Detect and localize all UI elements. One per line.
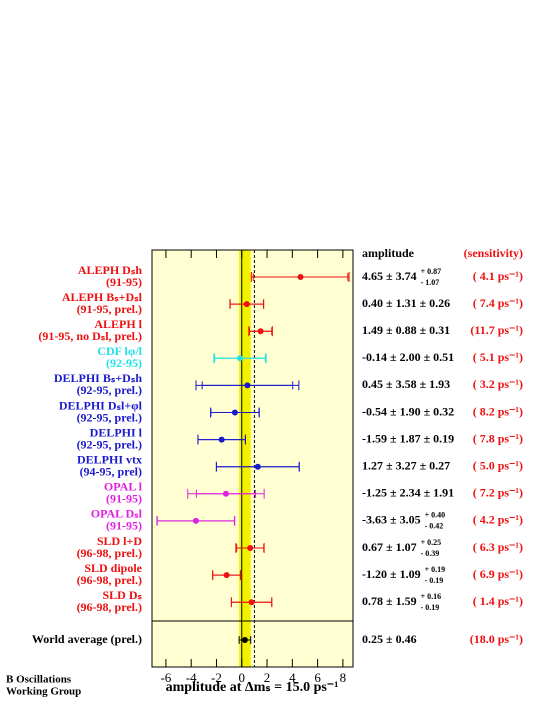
row-period: (91-95, prel.): [77, 302, 142, 316]
point: [192, 517, 199, 524]
point: [257, 328, 264, 335]
point: [231, 409, 238, 416]
row-period: (94-95, prel): [80, 464, 142, 478]
x-axis-label: amplitude at Δmₛ = 15.0 ps⁻¹: [166, 680, 339, 695]
row-name: DELPHI Dₛl+φl: [59, 398, 143, 412]
amplitude-value: 0.45 ± 3.58 ± 1.93: [362, 377, 450, 391]
row-period: (96-98, prel.): [77, 573, 142, 587]
amplitude-value: -0.14 ± 2.00 ± 0.51: [362, 350, 454, 364]
amplitude-value: 1.27 ± 3.27 ± 0.27: [362, 458, 450, 472]
world-average-band: [239, 250, 251, 667]
row-period: (92-95): [106, 356, 142, 370]
amplitude-value: -1.20 ± 1.09: [362, 567, 421, 581]
sensitivity-header: (sensitivity): [464, 246, 523, 260]
point: [218, 436, 225, 443]
row-period: (96-98, prel.): [77, 600, 142, 614]
row-name: ALEPH l: [94, 317, 142, 331]
syst-up: + 0.25: [421, 538, 442, 547]
amplitude-value: -3.63 ± 3.05: [362, 513, 421, 527]
row-name: OPAL l: [104, 480, 143, 494]
x-tick-label: 8: [340, 670, 347, 685]
row-name: World average (prel.): [32, 632, 142, 646]
footnote: B Oscillations: [6, 674, 72, 686]
sensitivity: ( 5.1 ps⁻¹): [473, 350, 523, 364]
point: [248, 599, 255, 606]
x-tick-label: 0: [239, 670, 246, 685]
amplitude-value: -1.59 ± 1.87 ± 0.19: [362, 431, 454, 445]
row-name: CDF lφ/l: [97, 344, 142, 358]
sensitivity: ( 4.1 ps⁻¹): [473, 269, 523, 283]
row-period: (92-95, prel.): [77, 410, 142, 424]
x-tick-label: 6: [314, 670, 321, 685]
sensitivity: ( 6.3 ps⁻¹): [473, 540, 523, 554]
syst-up: + 0.19: [425, 565, 446, 574]
point: [244, 382, 251, 389]
row-period: (91-95): [106, 519, 142, 533]
row-name: SLD Dₛ: [103, 588, 143, 602]
row-name: DELPHI l: [90, 425, 143, 439]
row-name: SLD l+D: [97, 534, 143, 548]
sensitivity: ( 5.0 ps⁻¹): [473, 458, 523, 472]
sensitivity: ( 7.8 ps⁻¹): [473, 431, 523, 445]
row-period: (96-98, prel.): [77, 546, 142, 560]
sensitivity: ( 6.9 ps⁻¹): [473, 567, 523, 581]
syst-down: - 0.19: [425, 576, 444, 585]
syst-down: - 0.39: [421, 549, 440, 558]
point: [254, 463, 261, 470]
syst-up: + 0.40: [425, 511, 446, 520]
amplitude-value: 0.78 ± 1.59: [362, 594, 417, 608]
point: [236, 355, 243, 362]
x-tick-label: -4: [186, 670, 197, 685]
syst-down: - 0.42: [425, 522, 444, 531]
row-name: SLD dipole: [84, 561, 142, 575]
amplitude-value: -0.54 ± 1.90 ± 0.32: [362, 404, 454, 418]
x-tick-label: -2: [211, 670, 222, 685]
sensitivity: ( 8.2 ps⁻¹): [473, 404, 523, 418]
amplitude-value: 0.67 ± 1.07: [362, 540, 417, 554]
point: [222, 490, 229, 497]
syst-down: - 1.07: [421, 278, 440, 287]
amplitude-value: -1.25 ± 2.34 ± 1.91: [362, 486, 454, 500]
point: [247, 545, 254, 551]
row-name: ALEPH Bₛ+Dₛl: [62, 290, 143, 304]
amplitude-value: 4.65 ± 3.74: [362, 269, 417, 283]
row-period: (91-95): [106, 492, 142, 506]
row-period: (92-95, prel.): [77, 383, 142, 397]
x-tick-label: -6: [160, 670, 171, 685]
amplitude-value: 0.25 ± 0.46: [362, 632, 417, 646]
point: [241, 637, 248, 643]
sensitivity: ( 3.2 ps⁻¹): [473, 377, 523, 391]
sensitivity: ( 7.2 ps⁻¹): [473, 486, 523, 500]
amplitude-value: 0.40 ± 1.31 ± 0.26: [362, 296, 450, 310]
row-period: (91-95): [106, 275, 142, 289]
row-name: DELPHI vtx: [77, 452, 142, 466]
row-name: OPAL Dₛl: [91, 507, 143, 521]
sensitivity: ( 1.4 ps⁻¹): [473, 594, 523, 608]
sensitivity: (18.0 ps⁻¹): [470, 632, 523, 646]
point: [297, 274, 304, 280]
point: [243, 301, 250, 308]
amplitude-header: amplitude: [362, 246, 415, 260]
row-name: ALEPH Dₛh: [78, 263, 142, 277]
syst-up: + 0.16: [421, 592, 442, 601]
row-period: (91-95, no Dₛl, prel.): [38, 329, 142, 343]
syst-down: - 0.19: [421, 603, 440, 612]
sensitivity: (11.7 ps⁻¹): [470, 323, 523, 337]
syst-up: + 0.87: [421, 267, 442, 276]
plot-frame: [151, 249, 354, 668]
sensitivity: ( 4.2 ps⁻¹): [473, 513, 523, 527]
sensitivity: ( 7.4 ps⁻¹): [473, 296, 523, 310]
footnote: Working Group: [6, 686, 81, 698]
x-tick-label: 2: [264, 670, 271, 685]
row-name: DELPHI Bₛ+Dₛh: [54, 371, 142, 385]
x-tick-label: 4: [289, 670, 296, 685]
amplitude-value: 1.49 ± 0.88 ± 0.31: [362, 323, 450, 337]
row-period: (92-95, prel.): [77, 437, 142, 451]
point: [223, 572, 230, 579]
